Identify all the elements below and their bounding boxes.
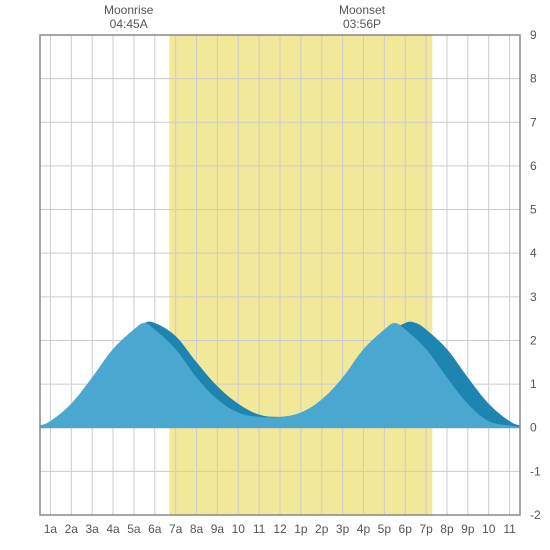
x-tick-label: 2a — [65, 522, 79, 536]
x-tick-label: 2p — [315, 522, 329, 536]
x-tick-label: 11 — [253, 522, 266, 536]
y-tick-label: -2 — [530, 508, 541, 522]
x-tick-label: 1a — [44, 522, 58, 536]
x-tick-label: 5p — [378, 522, 392, 536]
y-tick-label: 0 — [530, 421, 537, 435]
y-tick-label: 8 — [530, 72, 537, 86]
x-tick-label: 7a — [169, 522, 183, 536]
moonrise-time: 04:45A — [110, 17, 148, 31]
x-tick-label: 4a — [106, 522, 120, 536]
x-tick-label: 12 — [273, 522, 287, 536]
x-tick-label: 10 — [482, 522, 496, 536]
x-tick-label: 6a — [148, 522, 162, 536]
moonset-time: 03:56P — [343, 17, 381, 31]
moonrise-title: Moonrise — [104, 3, 154, 17]
tide-chart: 1a2a3a4a5a6a7a8a9a1011121p2p3p4p5p6p7p8p… — [0, 0, 550, 550]
y-tick-label: 1 — [530, 377, 537, 391]
moonset-title: Moonset — [339, 3, 386, 17]
y-tick-label: 7 — [530, 115, 537, 129]
x-tick-label: 11 — [503, 522, 516, 536]
y-tick-label: 3 — [530, 290, 537, 304]
x-tick-label: 8p — [440, 522, 454, 536]
x-tick-label: 4p — [357, 522, 371, 536]
x-tick-label: 1p — [294, 522, 308, 536]
x-tick-label: 8a — [190, 522, 204, 536]
y-tick-label: 9 — [530, 28, 537, 42]
x-tick-label: 9p — [461, 522, 475, 536]
x-tick-label: 3p — [336, 522, 350, 536]
x-tick-label: 3a — [85, 522, 99, 536]
x-tick-label: 9a — [211, 522, 225, 536]
x-tick-label: 10 — [232, 522, 246, 536]
y-tick-label: 4 — [530, 246, 537, 260]
x-tick-label: 5a — [127, 522, 141, 536]
y-tick-label: -1 — [530, 464, 541, 478]
y-tick-label: 2 — [530, 333, 537, 347]
chart-svg: 1a2a3a4a5a6a7a8a9a1011121p2p3p4p5p6p7p8p… — [0, 0, 550, 550]
x-tick-label: 7p — [419, 522, 433, 536]
y-tick-label: 5 — [530, 203, 537, 217]
y-tick-label: 6 — [530, 159, 537, 173]
x-tick-label: 6p — [399, 522, 413, 536]
